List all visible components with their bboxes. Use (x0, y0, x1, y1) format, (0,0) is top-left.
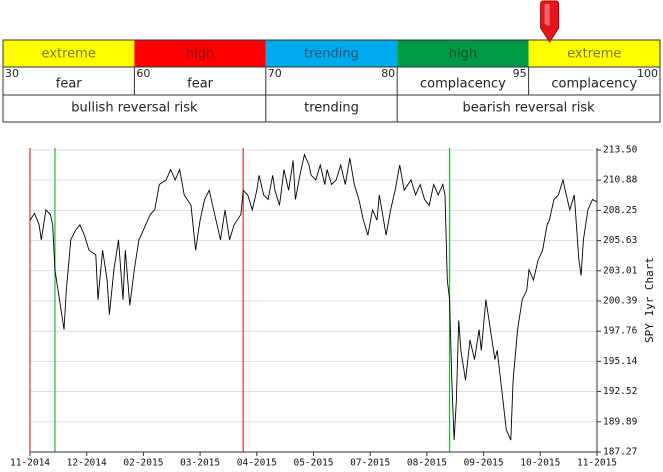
y-tick-label: 208.25 (603, 205, 637, 216)
gauge-indicator (540, 0, 560, 43)
gauge-band-label: high (186, 47, 214, 62)
gauge-band (134, 40, 266, 67)
risk-label: trending (304, 101, 359, 116)
sentiment-label: fear (187, 77, 214, 92)
y-tick-label: 187.27 (603, 447, 637, 458)
gauge-indicator-shine (544, 4, 550, 26)
gauge-band-label: high (449, 47, 477, 62)
gauge-band (528, 40, 660, 67)
sentiment-label: complacency (551, 77, 637, 92)
risk-label: bullish reversal risk (71, 101, 198, 116)
x-tick-label: 05-2015 (293, 458, 333, 469)
risk-label: bearish reversal risk (463, 101, 596, 116)
gauge-band-label: trending (304, 47, 359, 62)
gauge-frame (2, 39, 661, 123)
y-tick-label: 200.39 (603, 295, 638, 306)
price-line (29, 153, 598, 441)
x-tick-label: 12-2014 (67, 458, 107, 469)
gauge-band (3, 40, 135, 67)
gauge-bound: 60 (136, 67, 150, 80)
x-tick-label: 07-2015 (350, 458, 390, 469)
x-tick-label: 10-2015 (520, 458, 560, 469)
y-tick-label: 203.01 (603, 265, 638, 276)
x-tick-label: 03-2015 (180, 458, 220, 469)
gauge-bound: 70 (268, 67, 282, 80)
x-tick-label: 08-2015 (407, 458, 447, 469)
x-tick-label: 02-2015 (123, 458, 163, 469)
gauge-band-label: extreme (42, 47, 96, 62)
gauge-bound: 100 (637, 67, 658, 80)
y-tick-label: 210.88 (603, 175, 638, 186)
gauge-band (397, 40, 529, 67)
x-tick-label: 04-2015 (237, 458, 277, 469)
y-tick-label: 197.76 (603, 326, 638, 337)
sentiment-label: complacency (420, 77, 506, 92)
gauge-bound: 95 (513, 67, 527, 80)
y-axis-title: SPY 1yr Chart (643, 257, 656, 343)
y-tick-label: 205.63 (603, 235, 637, 246)
y-tick-label: 213.50 (603, 145, 638, 156)
x-tick-label: 09-2015 (464, 458, 504, 469)
sentiment-label: fear (56, 77, 83, 92)
y-tick-label: 189.89 (603, 416, 638, 427)
y-tick-label: 195.14 (603, 356, 638, 367)
y-tick-label: 192.52 (603, 386, 637, 397)
gauge-bound: 30 (5, 67, 19, 80)
x-tick-label: 11-2014 (10, 458, 50, 469)
gauge-bound: 80 (381, 67, 395, 80)
gauge-band (265, 40, 398, 67)
x-tick-label: 11-2015 (577, 458, 617, 469)
gauge-band-label: extreme (567, 47, 621, 62)
